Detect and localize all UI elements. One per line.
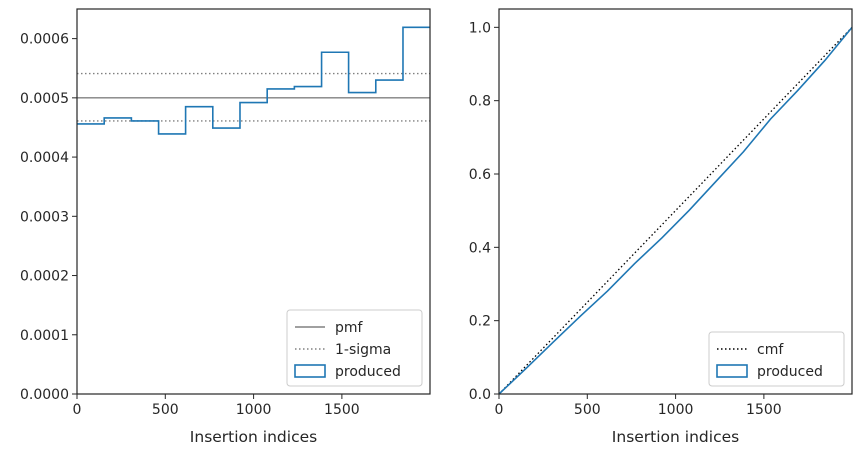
1-sigma-legend-label: 1-sigma <box>335 342 391 358</box>
x-axis-label: Insertion indices <box>190 428 317 446</box>
legend: cmf produced <box>708 331 845 387</box>
right-chart-cmf: 0 500 1000 1500 0.0 0.2 0.4 0.6 0.8 1.0 Insertion … <box>469 8 853 446</box>
y-tick-label: 0.0006 <box>20 32 69 48</box>
y-tick-label: 1.0 <box>469 20 491 36</box>
pmf-legend-label: pmf <box>335 320 364 336</box>
cmf-legend-label: cmf <box>757 342 784 358</box>
y-tick-label: 0.0001 <box>20 328 69 344</box>
y-tick-label: 0.0004 <box>20 150 69 166</box>
x-tick-label: 0 <box>495 402 504 418</box>
produced-legend-label: produced <box>335 364 401 380</box>
x-tick-label: 500 <box>152 402 179 418</box>
legend-box <box>708 331 845 387</box>
x-tick-label: 0 <box>73 402 82 418</box>
y-tick-label: 0.0002 <box>20 269 69 285</box>
produced-legend-swatch <box>716 364 748 378</box>
x-tick-label: 1000 <box>236 402 272 418</box>
y-tick-label: 0.2 <box>469 314 491 330</box>
produced-series-line <box>77 26 430 135</box>
legend-box <box>286 309 423 387</box>
x-tick-label: 1500 <box>746 402 782 418</box>
x-tick-label: 1000 <box>658 402 694 418</box>
y-tick-label: 0.4 <box>469 240 491 256</box>
y-tick-label: 0.0 <box>469 387 491 403</box>
y-tick-label: 0.0005 <box>20 91 69 107</box>
produced-legend-swatch <box>294 364 326 378</box>
produced-legend-label: produced <box>757 364 823 380</box>
cmf-series-line <box>498 26 853 395</box>
y-tick-label: 0.6 <box>469 167 491 183</box>
legend: pmf 1-sigma produced <box>286 309 423 387</box>
y-tick-label: 0.0000 <box>20 387 69 403</box>
x-tick-label: 500 <box>574 402 601 418</box>
left-chart-pmf: 0 500 1000 1500 0.0000 0.0001 0.0002 0.0003 0.00… <box>20 8 431 446</box>
x-tick-label: 1500 <box>324 402 360 418</box>
y-tick-label: 0.8 <box>469 94 491 110</box>
produced-series-line <box>498 26 853 395</box>
x-axis-label: Insertion indices <box>612 428 739 446</box>
y-tick-label: 0.0003 <box>20 209 69 225</box>
